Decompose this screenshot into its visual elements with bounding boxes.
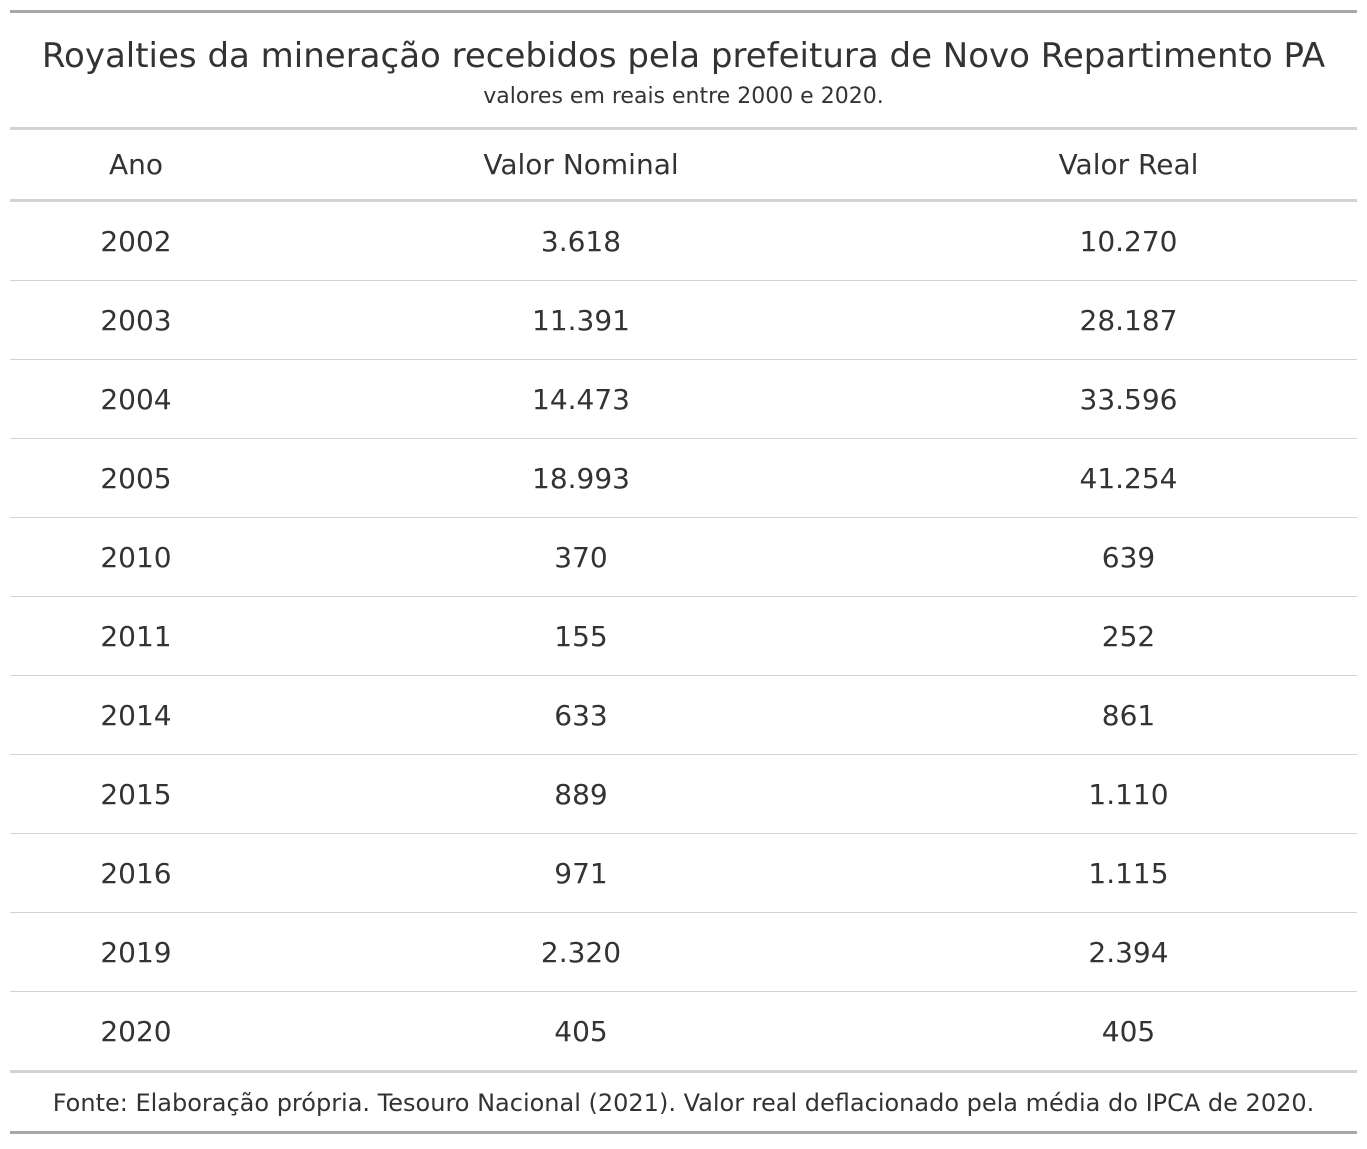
cell-valor-real: 1.110 bbox=[900, 754, 1357, 834]
heading-rule bbox=[10, 127, 1357, 130]
cell-valor-nominal: 14.473 bbox=[262, 359, 900, 439]
bottom-rule bbox=[10, 1131, 1357, 1134]
table-row: 2015 889 1.110 bbox=[10, 754, 1357, 834]
table-row: 2005 18.993 41.254 bbox=[10, 438, 1357, 518]
source-note: Fonte: Elaboração própria. Tesouro Nacio… bbox=[52, 1089, 1315, 1117]
top-rule bbox=[10, 10, 1357, 13]
cell-ano: 2004 bbox=[10, 359, 262, 439]
table-title: Royalties da mineração recebidos pela pr… bbox=[41, 36, 1326, 76]
table-subtitle: valores em reais entre 2000 e 2020. bbox=[483, 84, 884, 109]
cell-valor-nominal: 3.618 bbox=[262, 200, 900, 281]
cell-ano: 2010 bbox=[10, 517, 262, 597]
cell-valor-real: 252 bbox=[900, 596, 1357, 676]
cell-valor-real: 28.187 bbox=[900, 280, 1357, 360]
column-header-ano: Ano bbox=[10, 130, 262, 202]
table-row: 2020 405 405 bbox=[10, 991, 1357, 1073]
cell-valor-real: 33.596 bbox=[900, 359, 1357, 439]
cell-ano: 2011 bbox=[10, 596, 262, 676]
cell-valor-real: 639 bbox=[900, 517, 1357, 597]
cell-valor-nominal: 889 bbox=[262, 754, 900, 834]
cell-valor-nominal: 2.320 bbox=[262, 912, 900, 992]
cell-ano: 2019 bbox=[10, 912, 262, 992]
cell-valor-real: 41.254 bbox=[900, 438, 1357, 518]
royalties-table: Ano Valor Nominal Valor Real 2002 3.618 10… bbox=[10, 130, 1357, 1073]
cell-valor-nominal: 11.391 bbox=[262, 280, 900, 360]
column-header-valor-real: Valor Real bbox=[900, 130, 1357, 202]
cell-valor-nominal: 155 bbox=[262, 596, 900, 676]
table-row: 2002 3.618 10.270 bbox=[10, 200, 1357, 281]
table-row: 2004 14.473 33.596 bbox=[10, 359, 1357, 439]
cell-valor-nominal: 18.993 bbox=[262, 438, 900, 518]
table-row: 2010 370 639 bbox=[10, 517, 1357, 597]
cell-valor-real: 2.394 bbox=[900, 912, 1357, 992]
table-row: 2011 155 252 bbox=[10, 596, 1357, 676]
table-row: 2003 11.391 28.187 bbox=[10, 280, 1357, 360]
cell-valor-real: 10.270 bbox=[900, 200, 1357, 281]
header-row: Ano Valor Nominal Valor Real bbox=[10, 130, 1357, 202]
cell-ano: 2016 bbox=[10, 833, 262, 913]
table-row: 2019 2.320 2.394 bbox=[10, 912, 1357, 992]
cell-ano: 2015 bbox=[10, 754, 262, 834]
cell-valor-real: 405 bbox=[900, 991, 1357, 1073]
column-header-valor-nominal: Valor Nominal bbox=[262, 130, 900, 202]
cell-ano: 2002 bbox=[10, 200, 262, 281]
royalties-table-container: Royalties da mineração recebidos pela pr… bbox=[10, 10, 1357, 1134]
table-row: 2014 633 861 bbox=[10, 675, 1357, 755]
cell-valor-real: 861 bbox=[900, 675, 1357, 755]
cell-ano: 2014 bbox=[10, 675, 262, 755]
cell-valor-nominal: 971 bbox=[262, 833, 900, 913]
cell-valor-nominal: 370 bbox=[262, 517, 900, 597]
table-row: 2016 971 1.115 bbox=[10, 833, 1357, 913]
cell-valor-nominal: 405 bbox=[262, 991, 900, 1073]
cell-ano: 2020 bbox=[10, 991, 262, 1073]
cell-ano: 2005 bbox=[10, 438, 262, 518]
table-body: 2002 3.618 10.270 2003 11.391 28.187 2004 14.47… bbox=[10, 200, 1357, 1073]
cell-valor-nominal: 633 bbox=[262, 675, 900, 755]
cell-valor-real: 1.115 bbox=[900, 833, 1357, 913]
cell-ano: 2003 bbox=[10, 280, 262, 360]
